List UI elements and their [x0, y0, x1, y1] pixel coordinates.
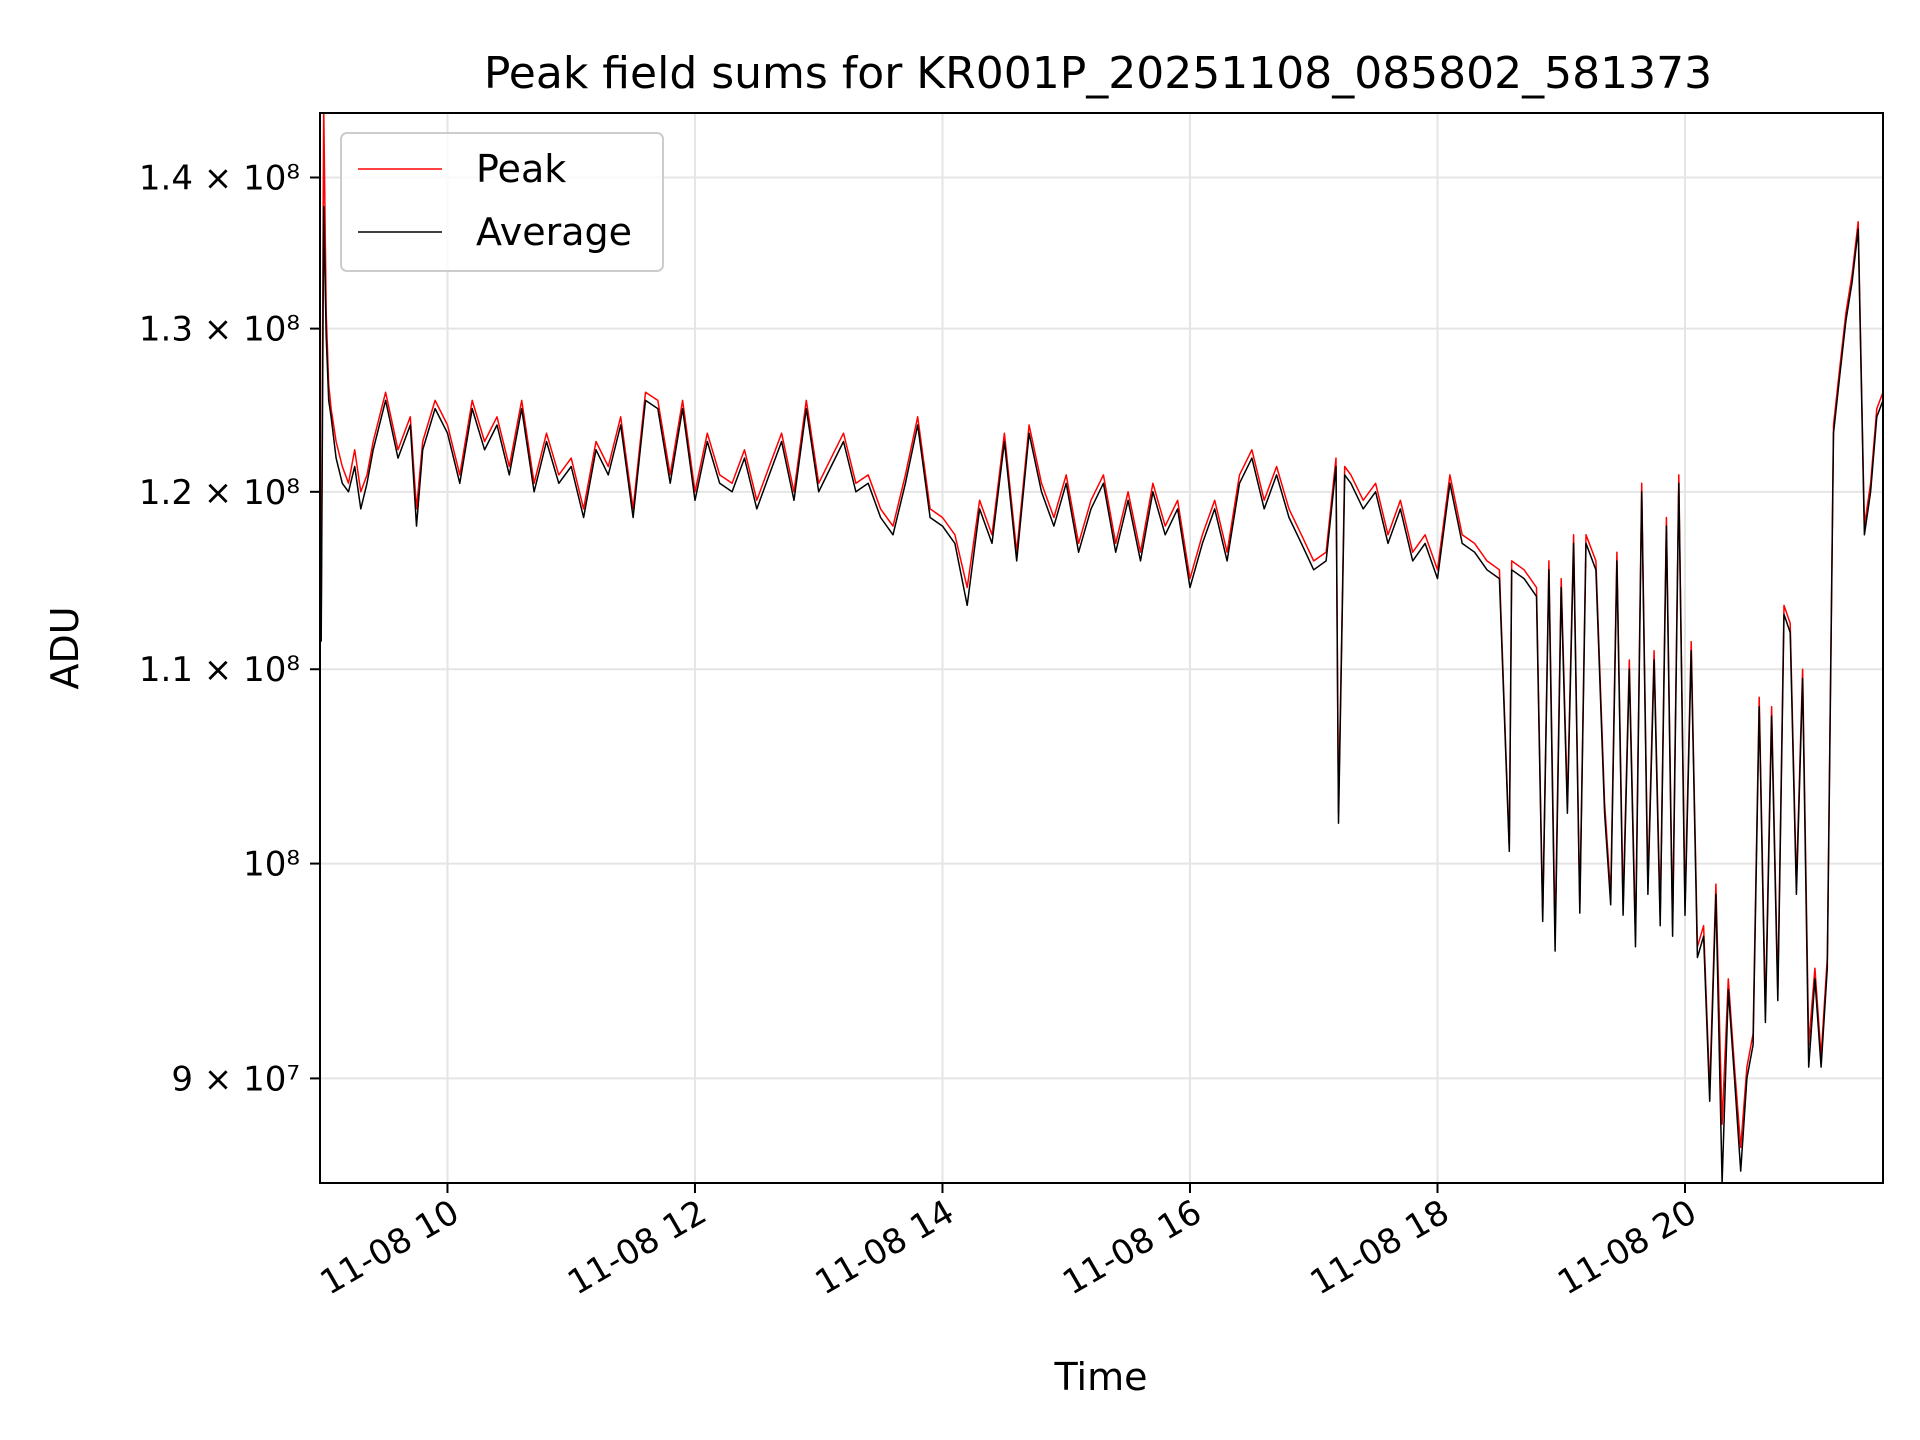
y-tick-label: 1.2 × 10⁸	[139, 473, 300, 513]
y-tick-label: 1.3 × 10⁸	[139, 310, 300, 350]
series-lines	[320, 113, 1883, 1183]
plot-frame	[319, 112, 1884, 1184]
x-axis-label: Time	[1054, 1355, 1148, 1399]
legend-label-average: Average	[476, 210, 632, 254]
average-series-line	[320, 206, 1883, 1183]
y-axis-label: ADU	[43, 606, 87, 689]
legend-label-peak: Peak	[476, 147, 566, 191]
legend-box	[340, 132, 664, 272]
y-tick-label: 10⁸	[243, 845, 300, 885]
y-tick-label: 9 × 10⁷	[171, 1059, 300, 1099]
y-tick-label: 1.1 × 10⁸	[139, 650, 300, 690]
y-tick-label: 1.4 × 10⁸	[139, 159, 300, 199]
chart-title: Peak field sums for KR001P_20251108_0858…	[484, 48, 1712, 99]
grid	[320, 113, 1883, 1183]
legend: Peak Average	[340, 132, 664, 272]
